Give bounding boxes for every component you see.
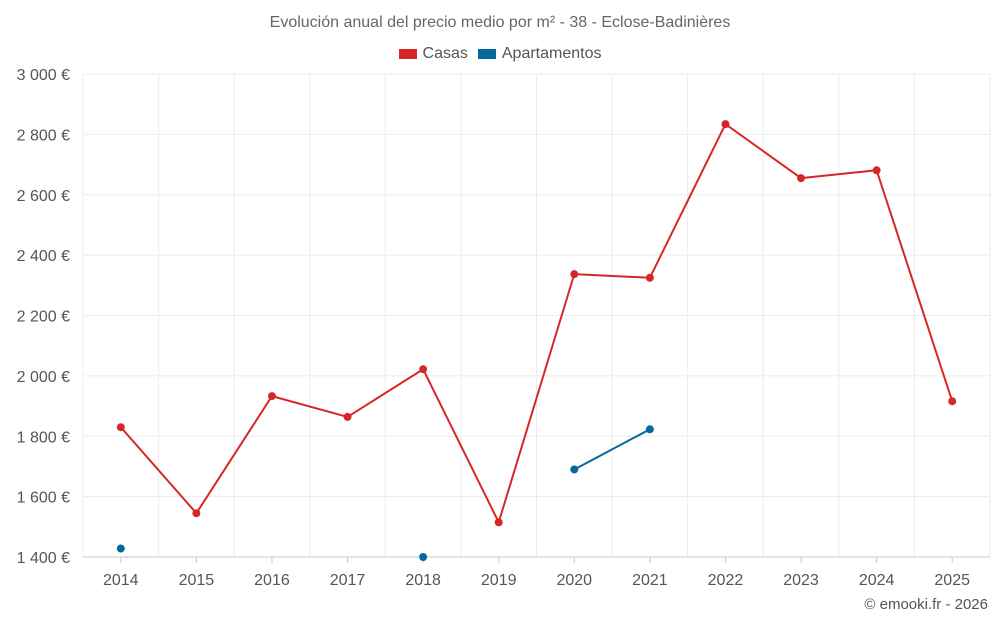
x-tick-label: 2018	[405, 572, 441, 589]
series-line-casas	[120, 123, 954, 524]
y-tick-label: 2 000 €	[17, 369, 70, 386]
y-tick-label: 1 400 €	[17, 550, 70, 567]
data-point-casas	[948, 397, 957, 406]
x-tick-label: 2023	[783, 572, 819, 589]
x-tick-label: 2017	[330, 572, 366, 589]
y-tick-label: 1 800 €	[17, 429, 70, 446]
grid-layer	[82, 73, 991, 558]
data-point-casas	[872, 166, 881, 175]
data-point-casas	[192, 509, 201, 518]
x-tick-label: 2021	[632, 572, 668, 589]
x-tick-label: 2020	[556, 572, 592, 589]
legend-item-casas[interactable]: Casas	[398, 45, 468, 63]
y-tick-label: 2 600 €	[17, 188, 70, 205]
data-point-casas	[645, 273, 654, 282]
data-point-casas	[797, 174, 806, 183]
data-point-casas	[494, 518, 503, 527]
data-point-apartamentos	[570, 465, 579, 474]
data-point-apartamentos	[419, 553, 428, 561]
x-tick-label: 2014	[103, 572, 139, 589]
y-tick-label: 2 400 €	[17, 248, 70, 265]
y-tick-label: 2 200 €	[17, 309, 70, 326]
legend-item-apartamentos[interactable]: Apartamentos	[477, 45, 602, 63]
data-point-apartamentos	[645, 425, 654, 434]
y-tick-label: 3 000 €	[17, 67, 70, 84]
axis-layer: 1 400 € 1 600 € 1 800 € 2 000 € 2 200 € 2 400…	[17, 67, 990, 589]
data-point-casas	[267, 392, 276, 401]
series-layer	[116, 120, 957, 561]
legend-label-apartamentos: Apartamentos	[501, 45, 602, 62]
data-point-casas	[570, 270, 579, 279]
x-tick-label: 2022	[708, 572, 744, 589]
x-tick-label: 2025	[934, 572, 970, 589]
credit-text: © emooki.fr - 2026	[864, 596, 988, 613]
x-tick-label: 2024	[859, 572, 895, 589]
data-point-casas	[116, 423, 125, 432]
x-tick-label: 2016	[254, 572, 290, 589]
series-line-apartamentos	[573, 428, 651, 471]
y-tick-label: 2 800 €	[17, 127, 70, 144]
x-tick-label: 2019	[481, 572, 517, 589]
legend-label-casas: Casas	[422, 45, 468, 62]
data-point-apartamentos	[116, 544, 125, 553]
chart-title: Evolución anual del precio medio por m² …	[269, 14, 731, 31]
legend-swatch-apartamentos	[477, 49, 496, 59]
legend: Casas Apartamentos	[0, 45, 1000, 63]
data-point-casas	[343, 412, 352, 421]
legend-swatch-casas	[398, 49, 417, 59]
y-tick-label: 1 600 €	[17, 490, 70, 507]
x-tick-label: 2015	[179, 572, 215, 589]
data-point-casas	[721, 120, 730, 129]
data-point-casas	[419, 365, 428, 374]
